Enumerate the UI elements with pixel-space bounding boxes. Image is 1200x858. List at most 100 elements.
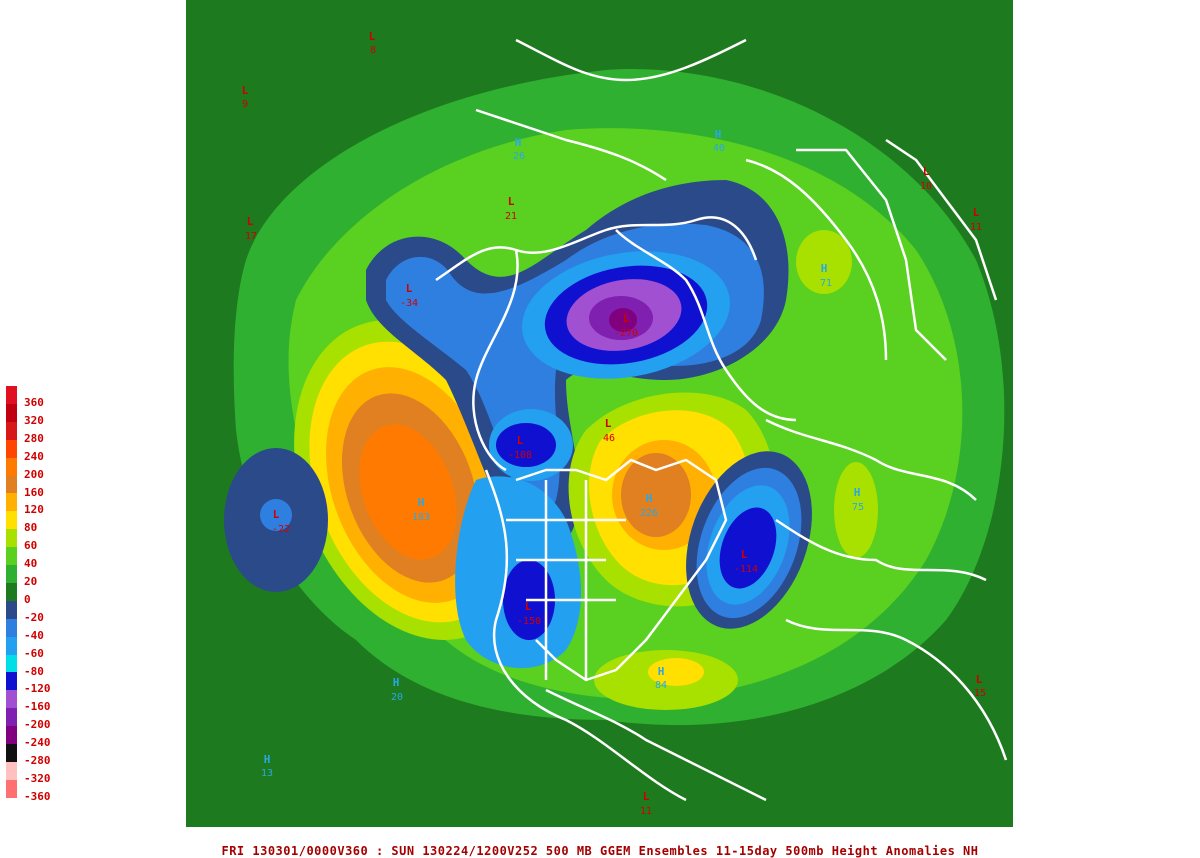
legend-entry: 20 — [6, 565, 66, 588]
center-letter-2: L — [273, 508, 280, 521]
canada-high-160 — [621, 453, 691, 537]
center-value-3: 183 — [412, 512, 430, 523]
center-value-2: -22 — [272, 524, 290, 535]
center-value-4: -150 — [517, 616, 541, 627]
legend-label: -60 — [24, 646, 44, 660]
legend-label: 360 — [24, 396, 44, 409]
legend-swatch — [6, 386, 17, 404]
legend-entry: 240 — [6, 439, 66, 463]
center-letter-6: L — [741, 548, 748, 561]
atlantic-low-120 — [719, 507, 777, 589]
legend-label: 240 — [24, 449, 44, 463]
asia-high-60 — [796, 230, 852, 294]
center-value-20: 26 — [513, 151, 525, 162]
center-letter-8: H — [854, 486, 861, 499]
legend-label: 320 — [24, 413, 44, 427]
center-value-21: 40 — [713, 143, 725, 154]
legend-entry: -80 — [6, 654, 66, 678]
legend-swatch — [6, 779, 17, 798]
legend-swatch — [6, 618, 17, 637]
legend-label: 160 — [24, 485, 44, 499]
legend-label: 80 — [24, 521, 38, 535]
legend-label: -20 — [24, 610, 44, 624]
center-letter-13: H — [393, 676, 400, 689]
legend-swatch — [6, 636, 17, 655]
legend-swatch — [6, 457, 17, 476]
legend-entry: 200 — [6, 457, 66, 481]
center-letter-3: H — [418, 496, 425, 509]
center-value-10: -270 — [614, 328, 638, 339]
legend-label: -240 — [24, 736, 51, 750]
legend-entry: -240 — [6, 726, 66, 749]
center-value-13: 20 — [391, 692, 403, 703]
legend-swatch — [6, 565, 17, 583]
legend-entry: -20 — [6, 600, 66, 624]
legend-entry: 80 — [6, 511, 66, 534]
center-letter-21: H — [715, 128, 722, 141]
coastlines — [435, 38, 1008, 802]
legend-entry: -280 — [6, 744, 66, 767]
center-letter-4: L — [525, 600, 532, 613]
legend-label: 40 — [24, 557, 38, 571]
center-letter-11: L — [605, 417, 612, 430]
map-caption: FRI 130301/0000V360 : SUN 130224/1200V25… — [221, 844, 979, 858]
center-letter-18: L — [242, 84, 249, 97]
legend-entry: -200 — [6, 708, 66, 731]
legend-entry: -360 — [6, 779, 66, 803]
center-value-23: 11 — [970, 222, 982, 233]
legend-entry: -40 — [6, 618, 66, 642]
center-value-12: 21 — [505, 211, 517, 222]
legend-label: 200 — [24, 467, 44, 481]
pressure-centers: L -34 L -108 L -22 H 183 L -150 H 226 L … — [242, 30, 986, 817]
legend-swatch — [6, 511, 17, 530]
legend-label: 60 — [24, 539, 38, 553]
legend-label: 280 — [24, 431, 44, 445]
center-letter-16: L — [643, 790, 650, 803]
center-value-16: 11 — [640, 806, 652, 817]
center-letter-10: L — [623, 312, 630, 325]
legend-swatch — [6, 726, 17, 745]
center-letter-7: H — [658, 665, 665, 678]
center-value-9: 71 — [820, 278, 832, 289]
center-value-5: 226 — [640, 508, 658, 519]
legend-label: 0 — [24, 592, 31, 606]
legend-label: 120 — [24, 503, 44, 517]
legend-entry: -160 — [6, 690, 66, 713]
center-letter-22: L — [923, 165, 930, 178]
legend-entry: -120 — [6, 672, 66, 695]
legend-swatch — [6, 761, 17, 780]
alaska-low-80 — [496, 423, 556, 467]
legend-label: -200 — [24, 718, 51, 732]
legend-label: -360 — [24, 789, 51, 803]
legend-entry: 0 — [6, 582, 66, 606]
center-letter-9: H — [821, 262, 828, 275]
legend-swatch — [6, 582, 17, 601]
legend-swatch — [6, 672, 17, 691]
legend-label: -120 — [24, 682, 51, 696]
legend-swatch — [6, 708, 17, 727]
legend-swatch — [6, 403, 17, 422]
pacific-high-200 — [359, 424, 457, 560]
center-value-15: 15 — [974, 688, 986, 699]
legend-entry: -320 — [6, 761, 66, 785]
center-value-17: 17 — [245, 231, 257, 242]
center-value-11: 46 — [603, 433, 615, 444]
center-letter-15: L — [976, 673, 983, 686]
center-value-6: -114 — [734, 564, 758, 575]
legend-entry: 40 — [6, 547, 66, 570]
center-letter-5: H — [646, 492, 653, 505]
center-value-8: 75 — [852, 502, 864, 513]
gulf-high-80 — [648, 658, 704, 686]
center-value-14: 13 — [261, 768, 273, 779]
legend-entry: 60 — [6, 529, 66, 552]
west-pacific-low-core — [260, 499, 292, 531]
center-value-18: 9 — [242, 99, 248, 110]
center-value-19: 8 — [370, 45, 376, 56]
legend-swatch — [6, 475, 17, 494]
legend-entry: 280 — [6, 421, 66, 445]
center-letter-1: L — [517, 434, 524, 447]
center-value-22: 10 — [920, 181, 932, 192]
legend-swatch — [6, 654, 17, 673]
center-value-0: -34 — [400, 298, 418, 309]
legend-swatch — [6, 744, 17, 762]
